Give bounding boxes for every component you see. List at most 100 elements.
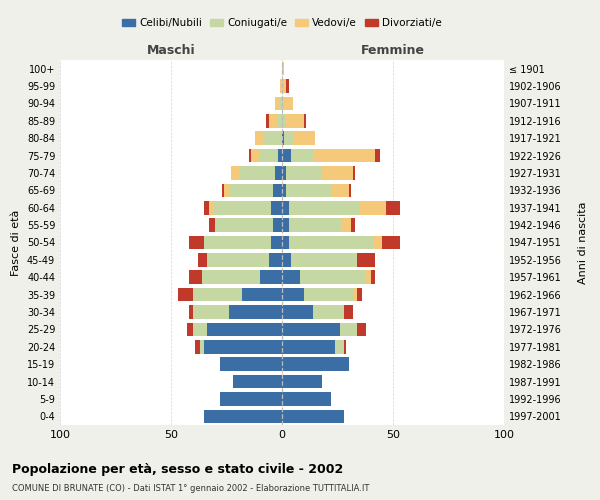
Bar [358,253,375,266]
Bar [371,270,375,284]
Bar [282,305,313,319]
Bar [291,253,358,266]
Bar [229,184,273,197]
Bar [344,340,346,353]
Bar [282,236,289,250]
Bar [256,132,264,145]
Bar [282,96,284,110]
Bar [282,80,286,93]
Bar [260,270,282,284]
Text: Femmine: Femmine [361,44,425,58]
Bar [375,149,380,162]
Bar [206,322,282,336]
Bar [275,96,280,110]
Y-axis label: Fasce di età: Fasce di età [11,210,21,276]
Bar [278,114,282,128]
Bar [282,201,289,214]
Bar [282,218,289,232]
Bar [282,322,340,336]
Bar [286,114,304,128]
Bar [278,149,282,162]
Bar [282,149,291,162]
Bar [187,322,193,336]
Bar [260,149,278,162]
Bar [193,288,242,302]
Bar [273,184,282,197]
Bar [269,114,278,128]
Bar [286,184,331,197]
Bar [189,305,193,319]
Bar [282,184,286,197]
Bar [282,114,286,128]
Bar [300,270,367,284]
Bar [224,184,229,197]
Bar [204,201,209,214]
Bar [358,288,362,302]
Bar [266,114,269,128]
Bar [233,375,282,388]
Bar [360,201,386,214]
Bar [353,288,358,302]
Text: Maschi: Maschi [146,44,196,58]
Bar [193,305,229,319]
Bar [220,392,282,406]
Bar [204,410,282,423]
Bar [282,410,344,423]
Bar [282,253,291,266]
Bar [289,236,373,250]
Bar [342,218,351,232]
Bar [358,322,367,336]
Bar [313,149,375,162]
Bar [220,358,282,371]
Bar [209,218,215,232]
Bar [215,218,273,232]
Bar [349,184,351,197]
Bar [213,201,271,214]
Bar [367,270,371,284]
Bar [189,270,202,284]
Bar [249,149,251,162]
Bar [286,80,289,93]
Text: COMUNE DI BRUNATE (CO) - Dati ISTAT 1° gennaio 2002 - Elaborazione TUTTITALIA.IT: COMUNE DI BRUNATE (CO) - Dati ISTAT 1° g… [12,484,370,493]
Bar [289,201,360,214]
Bar [313,305,344,319]
Bar [282,62,284,76]
Bar [273,218,282,232]
Bar [204,236,271,250]
Bar [386,201,400,214]
Y-axis label: Anni di nascita: Anni di nascita [578,201,589,284]
Bar [202,270,260,284]
Bar [282,166,286,180]
Bar [304,114,307,128]
Bar [351,218,355,232]
Text: Popolazione per età, sesso e stato civile - 2002: Popolazione per età, sesso e stato civil… [12,462,343,475]
Bar [204,340,282,353]
Bar [340,322,358,336]
Bar [209,201,213,214]
Bar [291,149,313,162]
Bar [271,201,282,214]
Bar [280,96,282,110]
Bar [353,166,355,180]
Bar [200,340,204,353]
Bar [289,218,342,232]
Bar [229,305,282,319]
Bar [197,253,206,266]
Bar [189,236,204,250]
Bar [322,166,353,180]
Bar [240,166,275,180]
Bar [222,184,224,197]
Bar [282,270,300,284]
Legend: Celibi/Nubili, Coniugati/e, Vedovi/e, Divorziati/e: Celibi/Nubili, Coniugati/e, Vedovi/e, Di… [118,14,446,32]
Bar [304,288,353,302]
Bar [231,166,240,180]
Bar [344,305,353,319]
Bar [282,288,304,302]
Bar [280,80,282,93]
Bar [282,392,331,406]
Bar [242,288,282,302]
Bar [271,236,282,250]
Bar [206,253,269,266]
Bar [178,288,193,302]
Bar [284,96,293,110]
